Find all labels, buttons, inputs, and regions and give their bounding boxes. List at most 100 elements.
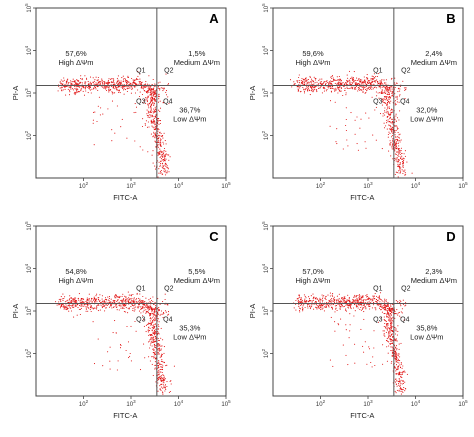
scatter-point [104, 86, 106, 88]
scatter-point [152, 90, 154, 92]
scatter-point [157, 348, 159, 350]
scatter-point [159, 363, 161, 365]
scatter-point [332, 303, 335, 305]
scatter-point [110, 82, 112, 84]
scatter-point [99, 301, 101, 303]
scatter-point [398, 170, 400, 172]
scatter-point [394, 329, 396, 331]
scatter-point [386, 325, 388, 327]
scatter-point [300, 303, 302, 306]
scatter-point [388, 309, 390, 311]
scatter-point [62, 306, 64, 308]
scatter-point [306, 300, 308, 302]
scatter-point [396, 83, 398, 85]
scatter-point [130, 92, 132, 94]
scatter-point [119, 84, 121, 86]
scatter-point [134, 320, 136, 323]
scatter-point [355, 295, 357, 298]
scatter-point [299, 308, 302, 310]
scatter-point [167, 167, 169, 169]
scatter-point [380, 309, 382, 311]
scatter-point [165, 94, 168, 96]
scatter-point [135, 82, 137, 85]
scatter-point [159, 157, 161, 159]
scatter-point [352, 299, 355, 301]
scatter-point [352, 307, 355, 309]
scatter-point [146, 306, 148, 309]
scatter-point [157, 87, 159, 89]
scatter-point [354, 133, 356, 135]
scatter-point [158, 129, 160, 131]
scatter-point [387, 107, 389, 109]
scatter-point [164, 387, 167, 389]
scatter-point [394, 134, 396, 136]
scatter-point [147, 105, 150, 107]
scatter-point [130, 301, 132, 303]
scatter-point [131, 87, 134, 89]
scatter-point [158, 353, 160, 355]
scatter-point [152, 313, 154, 315]
scatter-point [110, 301, 112, 303]
scatter-point [124, 77, 126, 80]
scatter-point [390, 327, 392, 330]
scatter-point [96, 308, 98, 310]
scatter-point [329, 359, 331, 361]
quadrant-descriptor-q1: High ΔΨm [295, 276, 330, 285]
scatter-point [157, 152, 159, 154]
scatter-point [118, 304, 120, 306]
scatter-point [293, 307, 295, 309]
scatter-point [334, 330, 336, 332]
scatter-point [63, 308, 65, 310]
x-axis-label: FITC-A [113, 411, 137, 420]
scatter-point [85, 308, 87, 310]
scatter-point [334, 82, 336, 84]
scatter-point [337, 323, 339, 325]
scatter-point [96, 120, 98, 123]
scatter-point [356, 300, 358, 302]
scatter-point [150, 299, 153, 301]
scatter-point [321, 305, 323, 307]
scatter-point [122, 301, 124, 303]
quadrant-descriptor-q1: High ΔΨm [58, 58, 93, 67]
scatter-point [338, 324, 340, 326]
scatter-point [71, 83, 73, 85]
scatter-point [125, 349, 127, 352]
scatter-point [358, 77, 360, 80]
scatter-point [349, 80, 351, 82]
scatter-point [316, 305, 318, 307]
scatter-point [158, 371, 160, 373]
scatter-point [317, 83, 319, 85]
scatter-point [124, 303, 126, 305]
scatter-point [382, 344, 384, 346]
scatter-point [142, 295, 144, 298]
scatter-point [150, 97, 152, 99]
scatter-point [397, 161, 399, 163]
scatter-point [383, 122, 385, 124]
scatter-point [390, 327, 392, 329]
scatter-point [70, 300, 72, 302]
scatter-point [163, 352, 165, 354]
scatter-point [91, 299, 93, 301]
scatter-point [153, 135, 155, 137]
scatter-point [142, 149, 144, 151]
scatter-point [159, 142, 161, 144]
scatter-point [309, 94, 311, 96]
scatter-point [63, 297, 65, 300]
scatter-point [81, 82, 83, 84]
quadrant-label-q2: Q2 [164, 286, 173, 293]
scatter-point [141, 305, 143, 308]
scatter-point [68, 305, 70, 307]
scatter-point [390, 305, 392, 307]
scatter-point [125, 303, 127, 305]
scatter-point [144, 124, 146, 126]
scatter-point [395, 141, 398, 143]
scatter-point [65, 86, 67, 88]
scatter-point [385, 95, 387, 97]
scatter-point [80, 90, 82, 92]
scatter-point [298, 301, 300, 303]
scatter-point [402, 389, 404, 391]
scatter-point [154, 310, 156, 312]
scatter-point [368, 86, 370, 88]
scatter-point [127, 85, 129, 87]
scatter-point [142, 319, 145, 321]
